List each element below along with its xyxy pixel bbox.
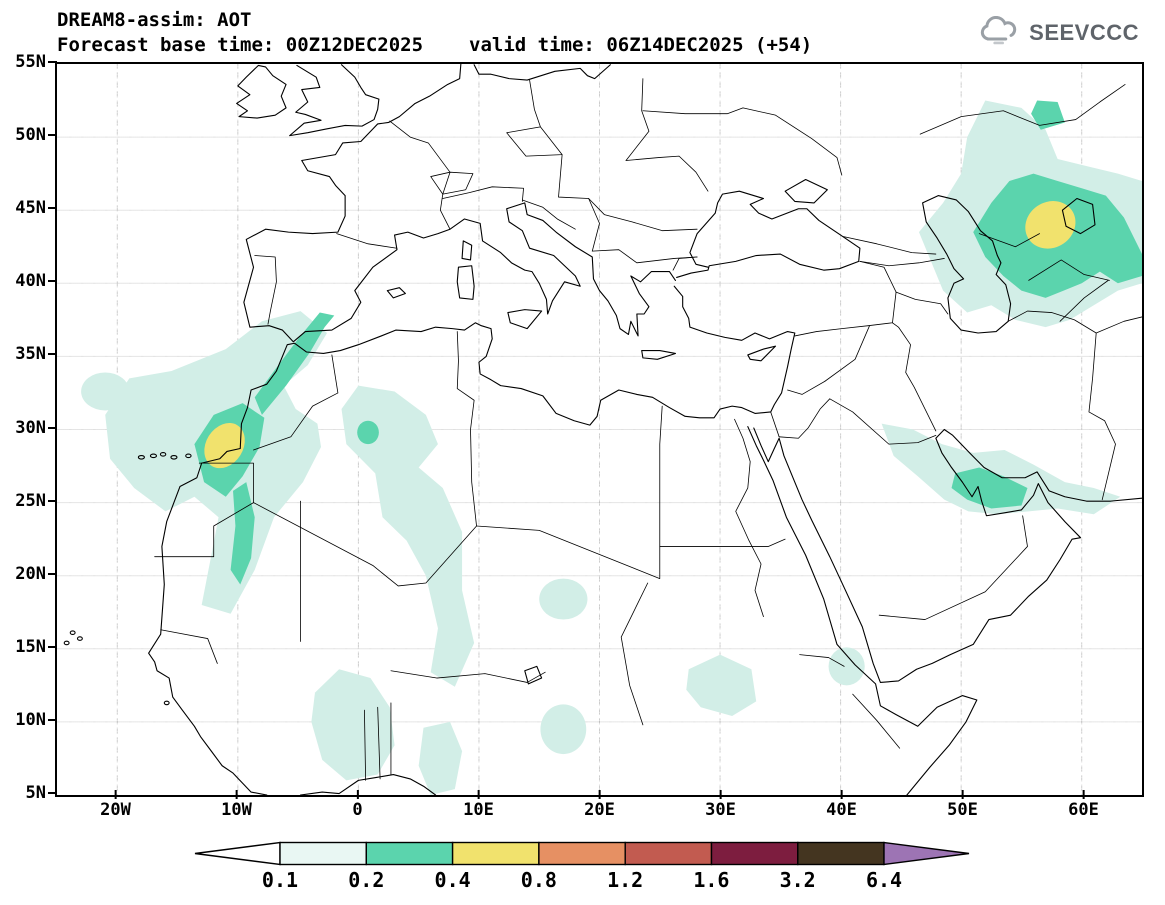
colorbar-segment-1.6-3.2 — [710, 841, 799, 866]
cloud-icon — [977, 16, 1023, 50]
x-axis-label: 50E — [947, 790, 978, 820]
logo-text: SEEVCCC — [1029, 20, 1139, 45]
y-axis-label: 40N — [15, 271, 57, 292]
header: DREAM8-assim: AOT Forecast base time: 00… — [57, 8, 812, 58]
y-axis-label: 50N — [15, 125, 57, 146]
colorbar-segment-0.4-0.8 — [451, 841, 540, 866]
seevccc-logo: SEEVCCC — [977, 16, 1139, 50]
colorbar-label: 3.2 — [779, 868, 816, 892]
x-axis-label: 20W — [100, 790, 131, 820]
colorbar-label: 6.4 — [865, 868, 903, 892]
valid-time: valid time: 06Z14DEC2025 (+54) — [469, 34, 813, 56]
y-axis-label: 20N — [15, 563, 57, 584]
colorbar-over-arrow — [883, 841, 970, 866]
x-axis-label: 60E — [1068, 790, 1099, 820]
y-axis-label: 5N — [25, 783, 58, 803]
x-axis-label: 10E — [463, 790, 494, 820]
colorbar-scale — [194, 841, 970, 866]
colorbar-segment-1.2-1.6 — [624, 841, 713, 866]
y-axis: 55N 50N 45N 40N 35N 30N 25N 20N 15N 10N … — [0, 52, 58, 803]
colorbar-label: 0.8 — [520, 868, 557, 892]
x-axis-label: 10W — [221, 790, 252, 820]
colorbar-label: 1.2 — [607, 868, 644, 892]
colorbar: 0.1 0.2 0.4 0.8 1.2 1.6 3.2 6.4 — [192, 840, 972, 900]
borders-layer — [155, 79, 1142, 781]
colorbar-label: 0.2 — [348, 868, 385, 892]
page-title: DREAM8-assim: AOT — [57, 9, 252, 31]
y-axis-label: 15N — [15, 636, 57, 657]
colorbar-label: 0.4 — [434, 868, 471, 892]
aot-shading-layer — [81, 100, 1142, 795]
x-axis-label: 20E — [584, 790, 615, 820]
x-axis-label: 30E — [705, 790, 736, 820]
y-axis-label: 10N — [15, 709, 57, 730]
x-axis-label: 0 — [352, 790, 363, 820]
forecast-base-time: Forecast base time: 00Z12DEC2025 — [57, 34, 424, 56]
coastlines-layer — [64, 64, 1142, 795]
y-axis-label: 55N — [15, 52, 57, 72]
colorbar-segment-3.2-6.4 — [797, 841, 885, 866]
colorbar-label: 0.1 — [261, 868, 299, 892]
y-axis-label: 45N — [15, 198, 57, 219]
y-axis-label: 35N — [15, 344, 57, 365]
x-axis: 20W 10W 0 10E 20E 30E 40E 50E 60E — [55, 790, 1144, 824]
x-axis-label: 40E — [826, 790, 857, 820]
y-axis-label: 30N — [15, 417, 57, 438]
colorbar-segment-0.1-0.2 — [279, 841, 368, 866]
colorbar-under-arrow — [194, 841, 281, 866]
y-axis-label: 25N — [15, 490, 57, 511]
map-plot — [55, 62, 1144, 797]
colorbar-segment-0.2-0.4 — [365, 841, 454, 866]
colorbar-label: 1.6 — [693, 868, 730, 892]
colorbar-segment-0.8-1.2 — [538, 841, 626, 866]
